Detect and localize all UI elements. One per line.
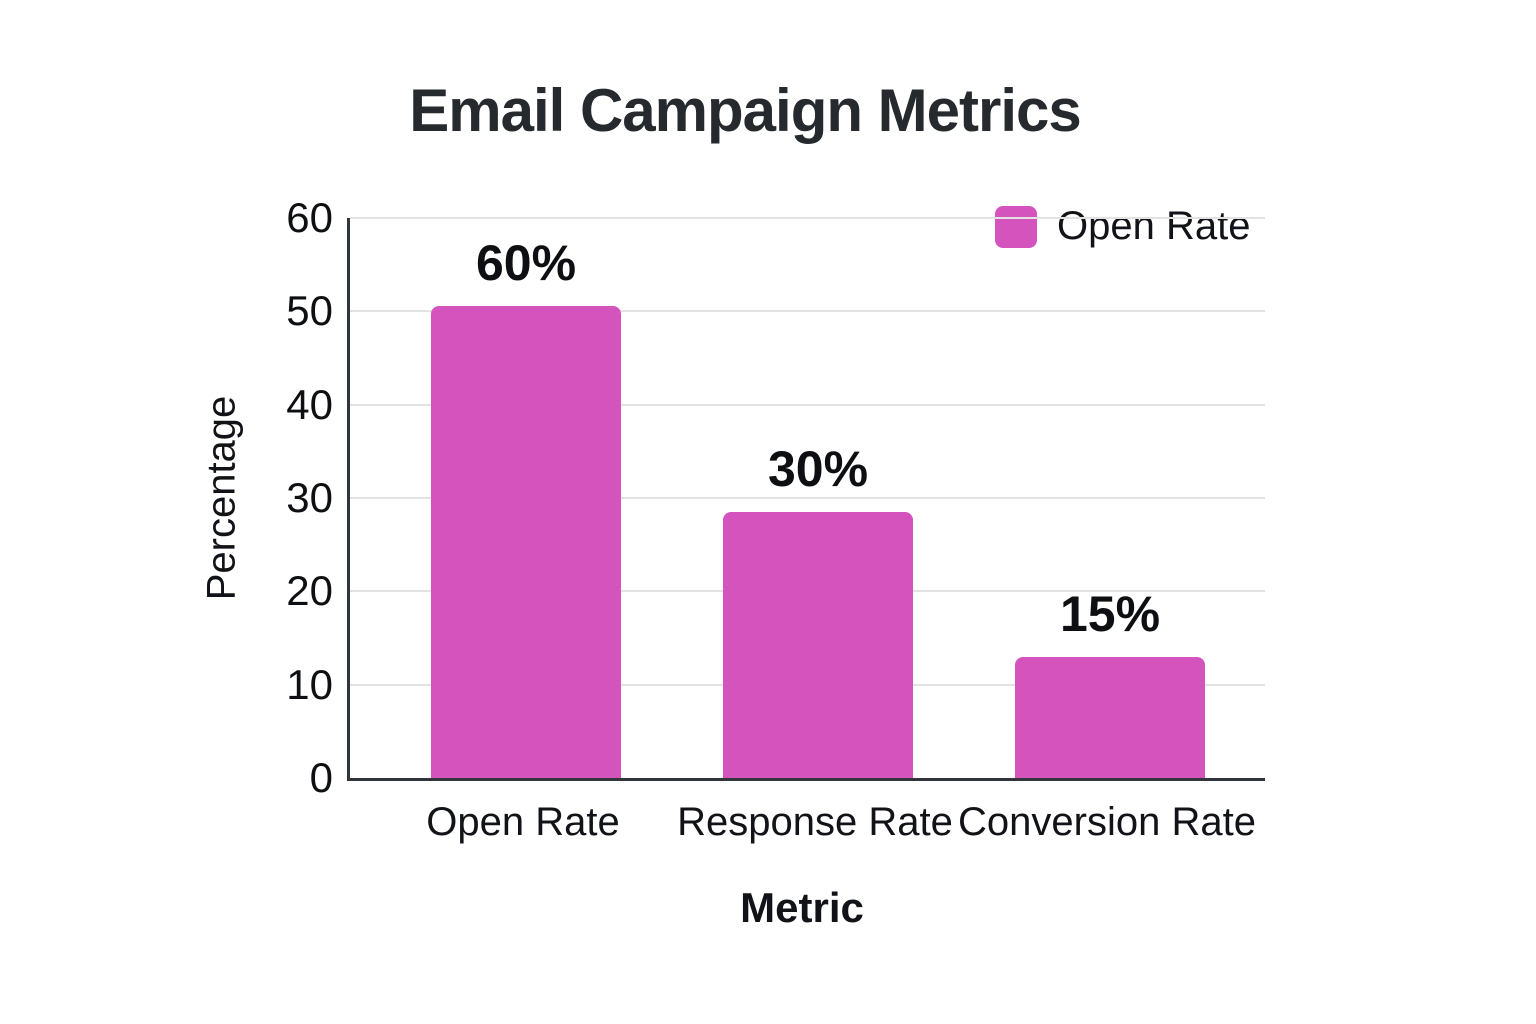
chart-title: Email Campaign Metrics (409, 77, 1082, 144)
y-tick-label-50: 50 (286, 287, 333, 335)
bar-open-rate (431, 305, 621, 778)
plot-area: 60% 30% 15% (347, 217, 1265, 781)
gridline-y-40 (350, 403, 1265, 406)
y-tick-label-60: 60 (286, 194, 333, 241)
y-tick-label-10: 10 (286, 660, 333, 708)
gridline-y-60 (350, 217, 1265, 219)
y-tick-label-40: 40 (286, 380, 333, 428)
x-tick-label-conversion-rate: Conversion Rate (958, 800, 1256, 844)
y-tick-label-30: 30 (286, 474, 333, 521)
x-tick-label-response-rate: Response Rate (677, 800, 953, 844)
x-tick-label-open-rate: Open Rate (426, 800, 620, 844)
gridline-y-30 (350, 497, 1265, 499)
bar-value-label-60: 60% (475, 234, 577, 291)
legend: Open Rate (995, 204, 1250, 249)
bar-value-label-30: 30% (767, 441, 869, 497)
bar-value-label-15: 15% (1059, 585, 1161, 642)
bar-response-rate (723, 512, 913, 778)
y-tick-label-0: 0 (309, 754, 333, 801)
bar-conversion-rate (1015, 656, 1205, 778)
x-axis-title: Metric (740, 884, 864, 931)
legend-swatch-icon (995, 205, 1037, 248)
y-tick-label-20: 20 (286, 567, 333, 615)
legend-label: Open Rate (1057, 204, 1251, 248)
gridline-y-50 (350, 310, 1265, 313)
